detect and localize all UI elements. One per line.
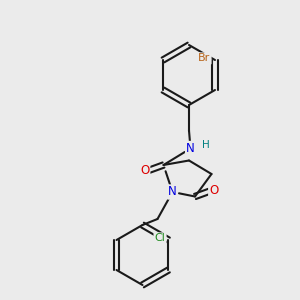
Text: O: O: [140, 164, 149, 178]
Text: Cl: Cl: [154, 233, 166, 244]
Text: N: N: [168, 185, 177, 199]
Text: Br: Br: [198, 53, 211, 64]
Text: H: H: [202, 140, 209, 151]
Text: N: N: [186, 142, 195, 155]
Text: O: O: [209, 184, 218, 197]
